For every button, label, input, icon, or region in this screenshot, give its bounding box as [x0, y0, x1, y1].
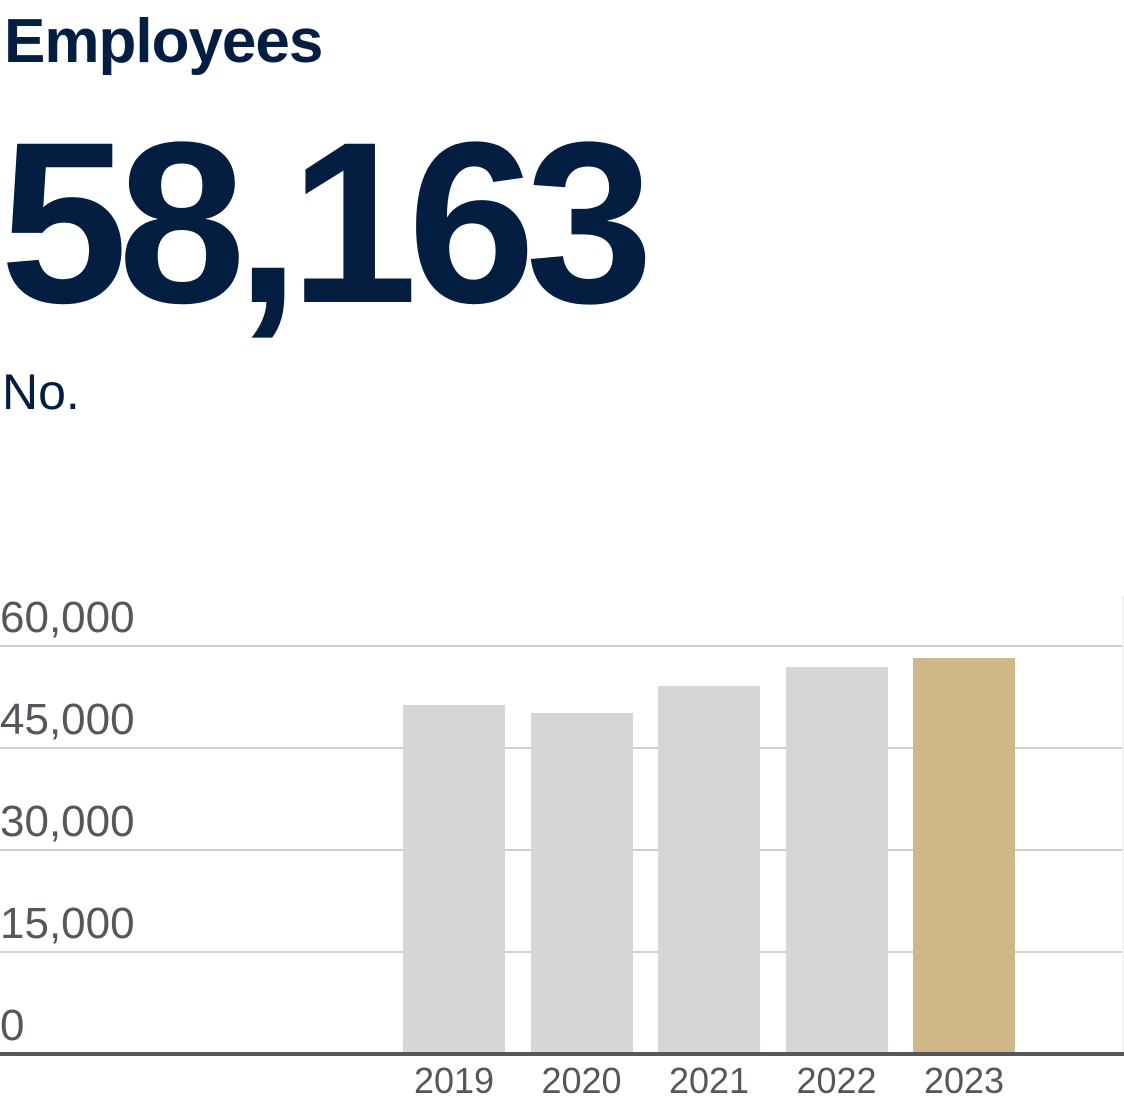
y-tick-label: 60,000: [0, 593, 135, 642]
x-tick-label: 2021: [668, 1060, 750, 1101]
gridline: [0, 645, 1122, 647]
y-tick-label: 30,000: [0, 797, 135, 846]
y-tick-label: 0: [0, 1001, 25, 1050]
bar-2019: [403, 705, 505, 1054]
chart-title: Employees: [4, 7, 323, 76]
bar-2021: [658, 686, 760, 1054]
x-tick-label: 2019: [413, 1060, 495, 1101]
plot-right-edge: [1122, 596, 1124, 1056]
y-tick-label: 45,000: [0, 695, 135, 744]
y-tick-label: 15,000: [0, 899, 135, 948]
bar-2020: [530, 713, 633, 1054]
unit-label: No.: [2, 364, 80, 420]
x-axis-line: [0, 1052, 1124, 1056]
x-tick-label: 2022: [796, 1060, 877, 1101]
x-tick-label: 2023: [923, 1060, 1005, 1101]
bar-2023: [913, 658, 1015, 1054]
bar-2022: [785, 667, 888, 1054]
x-tick-label: 2020: [541, 1060, 622, 1101]
headline-value: 58,163: [0, 94, 653, 351]
